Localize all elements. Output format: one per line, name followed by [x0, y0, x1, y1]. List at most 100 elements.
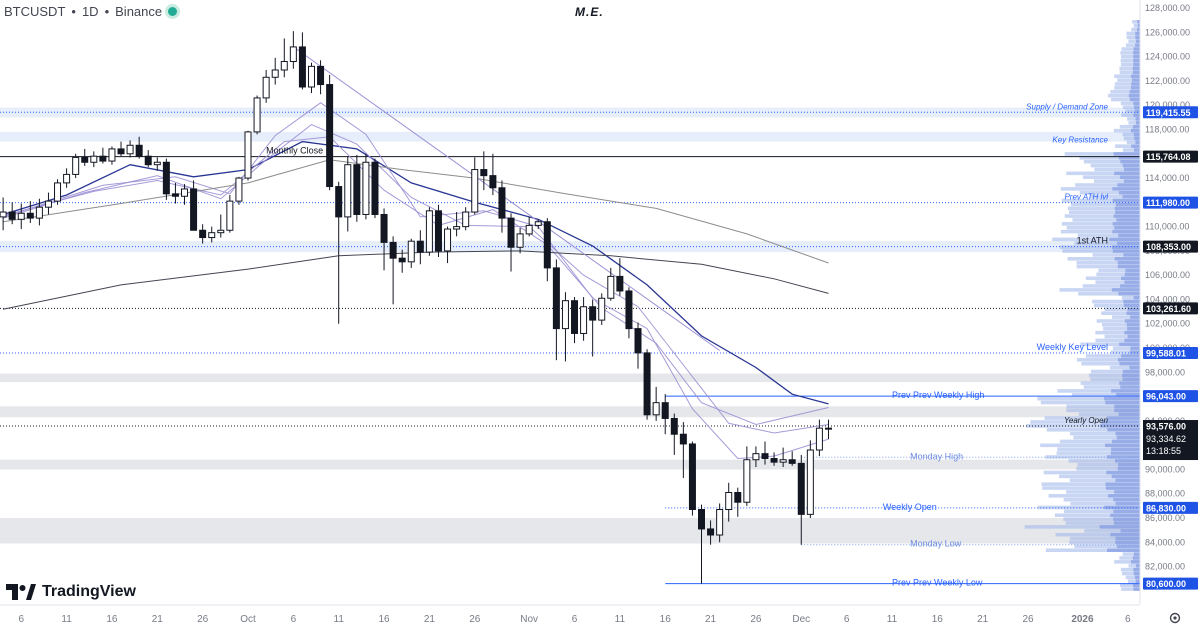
volume-profile-bar [1121, 276, 1140, 281]
volume-profile-bar [1119, 66, 1140, 71]
volume-profile-bar [1118, 190, 1140, 195]
volume-profile-bar [1133, 587, 1140, 591]
volume-profile-bar [1123, 303, 1140, 308]
candle-body [743, 459, 751, 503]
volume-profile-bar [1113, 521, 1140, 525]
volume-profile-bar [1096, 272, 1140, 277]
candle-body [589, 306, 597, 321]
volume-profile-bar [1126, 31, 1140, 36]
time-tick-label: 6 [291, 614, 297, 625]
volume-profile-bar [1124, 330, 1140, 335]
volume-profile-bar [1045, 548, 1140, 553]
volume-profile-bar [1130, 128, 1140, 133]
candle-body [0, 211, 7, 218]
volume-profile-bar [1119, 381, 1140, 385]
price-tag-label: 111,980.00 [1146, 198, 1190, 208]
volume-profile-bar [1024, 525, 1140, 529]
volume-profile-bar [1079, 190, 1140, 195]
tradingview-logo[interactable]: TradingView [6, 583, 136, 601]
horizontal-levels [0, 111, 1140, 585]
price-tick-label: 86,000.00 [1145, 513, 1185, 523]
settings-gear-icon[interactable] [1168, 611, 1182, 630]
volume-profile-bar [1133, 132, 1140, 137]
volume-profile-bar [1076, 264, 1140, 269]
volume-profile-bar [1073, 435, 1140, 440]
volume-profile-bar [1093, 179, 1140, 183]
volume-profile-bar [1119, 70, 1140, 75]
volume-profile-bar [1133, 113, 1140, 117]
candle-body [770, 458, 778, 463]
volume-profile-bar [1040, 443, 1140, 448]
volume-profile-bar [1043, 470, 1140, 475]
candle-body [416, 240, 424, 253]
volume-profile-bar [1079, 156, 1140, 160]
interval-label: 1D [81, 4, 99, 19]
volume-profile-bar [1122, 194, 1140, 199]
candle-body [580, 306, 588, 334]
volume-profile-bar [1135, 117, 1140, 121]
volume-profile-bar [1122, 373, 1140, 378]
level-annotation-text: Supply / Demand Zone [1026, 102, 1108, 111]
price-tag [1143, 302, 1198, 315]
volume-profile-bar [1110, 350, 1140, 354]
candle-body [335, 186, 343, 218]
volume-profile-bar [1115, 478, 1140, 483]
candle-body [707, 528, 715, 536]
volume-profile-bar [1070, 501, 1140, 506]
symbol-header[interactable]: BTCUSDT • 1D • Binance [4, 4, 178, 19]
volume-profile-bar [1112, 187, 1140, 191]
price-tick-label: 110,000.00 [1145, 222, 1189, 232]
time-tick-label: 21 [424, 614, 436, 625]
candle-body [716, 509, 724, 536]
volume-profile-bar [1059, 245, 1140, 249]
price-tag [1143, 196, 1198, 209]
volume-profile-bar [1114, 408, 1140, 413]
candle-body [126, 144, 134, 155]
volume-profile-bar [1105, 486, 1140, 490]
candle-body [625, 290, 633, 330]
moving-average-line [2, 140, 829, 405]
level-annotation-text: Prev Prev Weekly Low [892, 578, 983, 588]
price-tag [1143, 240, 1198, 253]
time-tick-label: 26 [197, 614, 209, 625]
volume-profile-bar [1104, 396, 1140, 401]
volume-profile-bar [1072, 218, 1140, 222]
volume-profile-bar [1055, 532, 1140, 537]
candle-body [190, 188, 198, 231]
candle-body [534, 221, 542, 226]
candle-body [797, 462, 805, 515]
time-tick-label: 11 [615, 614, 626, 625]
time-tick-label: 26 [750, 614, 762, 625]
candle-body [679, 433, 687, 445]
time-tick-label: 16 [660, 614, 672, 625]
volume-profile-bar [1118, 156, 1140, 160]
tradingview-logo-text: TradingView [42, 583, 136, 600]
volume-profile-bar [1082, 284, 1140, 288]
volume-profile-bar [1121, 54, 1140, 59]
candle-body [244, 131, 252, 179]
candle-body [26, 212, 34, 219]
volume-profile-bar [1111, 97, 1140, 102]
volume-profile-bar [1117, 544, 1140, 549]
volume-profile-bar [1066, 408, 1140, 413]
volume-profile-bar [1113, 509, 1140, 514]
volume-profile-bar [1066, 225, 1140, 230]
volume-profile-bar [1122, 571, 1140, 576]
volume-profile-bar [1127, 117, 1140, 121]
candle-body [235, 177, 243, 202]
candle-body [317, 65, 325, 86]
volume-profile-bar [1114, 225, 1140, 230]
volume-profile-bar [1057, 447, 1140, 451]
volume-profile-bar [1122, 105, 1140, 110]
candle-body [135, 144, 143, 157]
level-annotation-text: Monday High [910, 451, 963, 461]
price-tag [1143, 106, 1198, 119]
volume-profile-bar [1107, 427, 1140, 432]
time-tick-label: 16 [932, 614, 944, 625]
candle-body [389, 241, 397, 259]
candle-body [561, 300, 569, 330]
candle-body [571, 300, 579, 334]
time-tick-label: Nov [520, 614, 538, 625]
volume-profile-bar [1114, 86, 1140, 90]
